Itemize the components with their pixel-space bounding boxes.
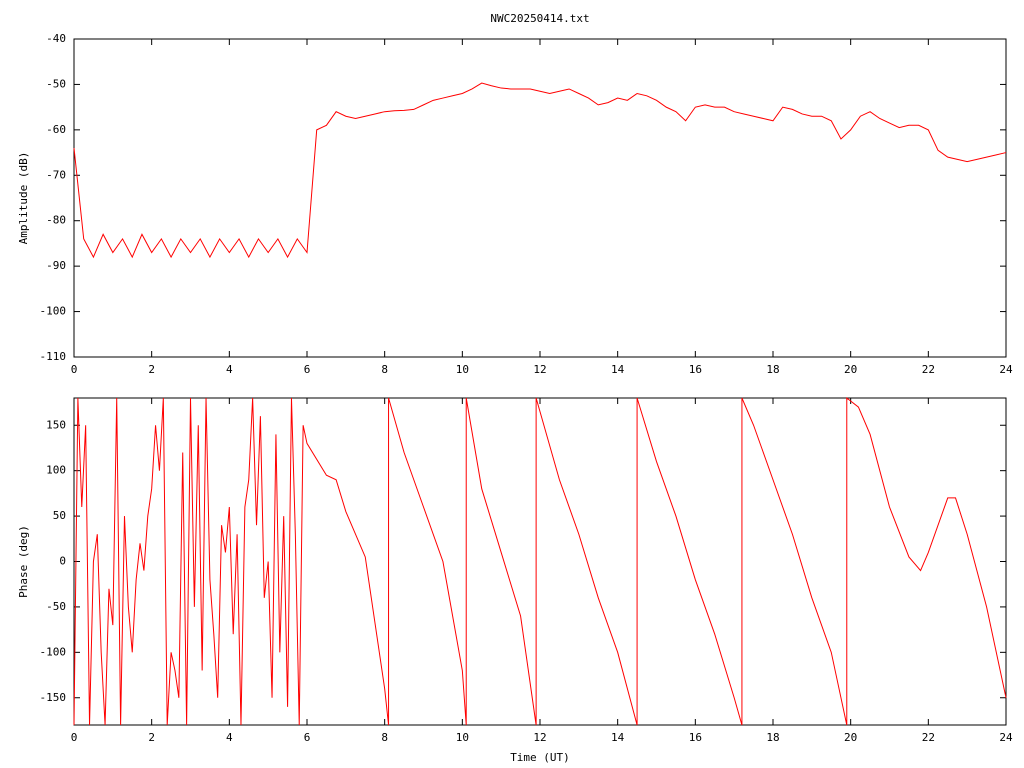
y-tick-label: -150 [40, 691, 67, 704]
data-line [73, 82, 1007, 259]
y-tick-label: -80 [46, 214, 66, 227]
data-line [73, 396, 1007, 726]
y-tick-label: 50 [53, 509, 66, 522]
y-tick-label: 100 [46, 464, 66, 477]
x-tick-label: 14 [611, 731, 625, 744]
x-tick-label: 6 [304, 363, 311, 376]
x-axis-label: Time (UT) [510, 751, 570, 764]
x-tick-label: 12 [533, 363, 546, 376]
chart-title: NWC20250414.txt [490, 12, 589, 25]
x-tick-label: 20 [844, 363, 857, 376]
y-tick-label: -70 [46, 168, 66, 181]
x-tick-label: 10 [456, 363, 469, 376]
x-tick-label: 6 [304, 731, 311, 744]
x-tick-label: 0 [71, 363, 78, 376]
x-tick-label: 22 [922, 731, 935, 744]
y-tick-label: -100 [40, 305, 67, 318]
x-tick-label: 4 [226, 363, 233, 376]
x-tick-label: 24 [999, 731, 1013, 744]
x-tick-label: 20 [844, 731, 857, 744]
x-tick-label: 0 [71, 731, 78, 744]
y-tick-label: -100 [40, 645, 67, 658]
x-tick-label: 2 [148, 731, 155, 744]
y-axis-label: Amplitude (dB) [17, 152, 30, 245]
x-tick-label: 12 [533, 731, 546, 744]
y-tick-label: -110 [40, 350, 67, 363]
x-tick-label: 18 [766, 363, 779, 376]
y-tick-label: -60 [46, 123, 66, 136]
y-axis-label: Phase (deg) [17, 525, 30, 598]
plot-frame [73, 397, 1007, 726]
x-tick-label: 4 [226, 731, 233, 744]
x-tick-label: 8 [381, 363, 388, 376]
x-tick-label: 16 [689, 363, 702, 376]
y-tick-label: -90 [46, 259, 66, 272]
x-tick-label: 2 [148, 363, 155, 376]
y-tick-label: 150 [46, 418, 66, 431]
x-tick-label: 8 [381, 731, 388, 744]
y-tick-label: 0 [59, 555, 66, 568]
x-tick-label: 16 [689, 731, 702, 744]
x-tick-label: 14 [611, 363, 625, 376]
plot-frame [73, 38, 1007, 358]
y-tick-label: -50 [46, 600, 66, 613]
y-tick-label: -50 [46, 77, 66, 90]
y-tick-label: -40 [46, 32, 66, 45]
x-tick-label: 24 [999, 363, 1013, 376]
x-tick-label: 10 [456, 731, 469, 744]
x-tick-label: 18 [766, 731, 779, 744]
x-tick-label: 22 [922, 363, 935, 376]
